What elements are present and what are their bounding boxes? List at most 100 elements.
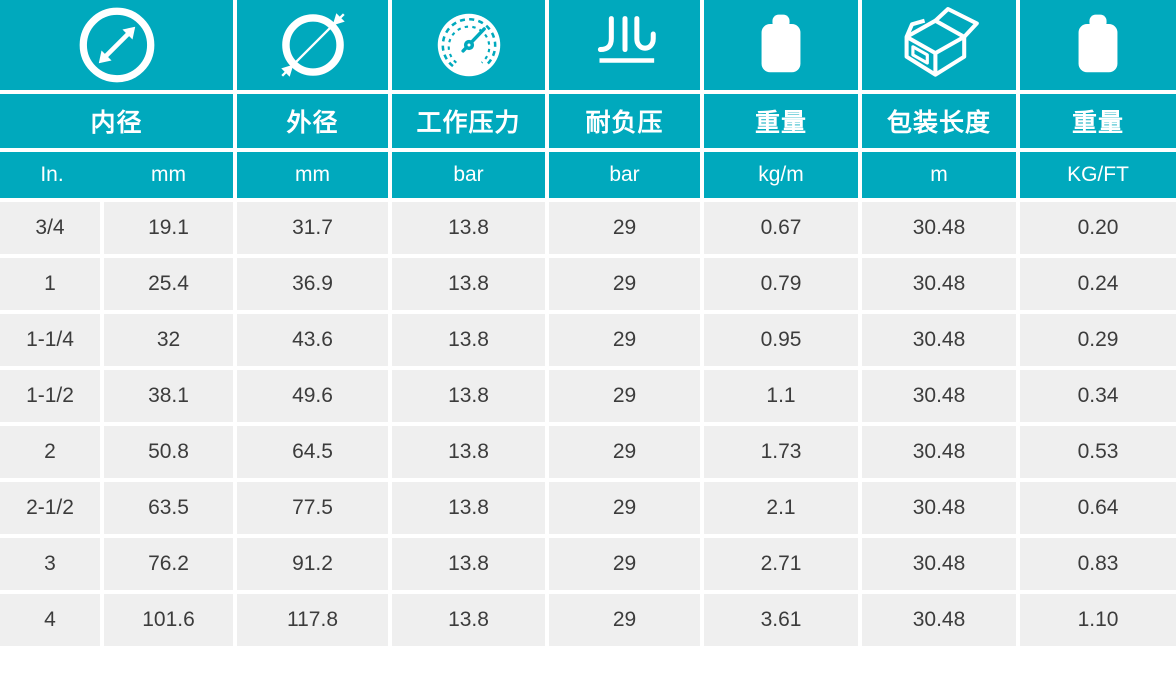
table-cell: 30.48 (862, 370, 1016, 422)
table-cell: 0.34 (1020, 370, 1176, 422)
unit-label: kg/m (758, 163, 804, 186)
table-cell: 25.4 (104, 258, 233, 310)
table-cell: 30.48 (862, 314, 1016, 366)
column-header-weight-kgft: 重量 (1020, 94, 1176, 148)
column-header-label: 外径 (286, 109, 339, 137)
column-header-vacuum-resistance: 耐负压 (549, 94, 700, 148)
table-cell: 0.95 (704, 314, 858, 366)
weight-icon (761, 14, 801, 73)
table-cell: 29 (549, 426, 700, 478)
weight-icon (1078, 14, 1118, 73)
table-cell: 13.8 (392, 202, 545, 254)
column-header-label: 重量 (754, 109, 807, 137)
table-cell: 19.1 (104, 202, 233, 254)
table-cell: 30.48 (862, 258, 1016, 310)
table-cell: 3 (0, 538, 100, 590)
table-cell: 0.20 (1020, 202, 1176, 254)
table-cell: 1.10 (1020, 594, 1176, 646)
column-header-weight: 重量 (704, 94, 858, 148)
table-cell: 0.79 (704, 258, 858, 310)
table-cell: 29 (549, 314, 700, 366)
unit-header-outer-diameter: mm (237, 152, 388, 198)
table-cell: 13.8 (392, 538, 545, 590)
table-cell: 43.6 (237, 314, 388, 366)
table-cell: 0.67 (704, 202, 858, 254)
table-cell: 29 (549, 594, 700, 646)
table-cell: 29 (549, 538, 700, 590)
unit-label: bar (453, 163, 484, 186)
table-cell: 29 (549, 202, 700, 254)
table-cell: 4 (0, 594, 100, 646)
header-icon-cell (0, 0, 233, 90)
table-cell: 117.8 (237, 594, 388, 646)
column-header-label: 包装长度 (886, 109, 991, 137)
pressure-gauge-icon (437, 13, 500, 77)
table-cell: 29 (549, 482, 700, 534)
unit-label: m (930, 163, 948, 186)
table-cell: 13.8 (392, 594, 545, 646)
unit-header-package-length: m (862, 152, 1016, 198)
table-cell: 0.29 (1020, 314, 1176, 366)
table-cell: 1-1/4 (0, 314, 100, 366)
table-cell: 91.2 (237, 538, 388, 590)
table-cell: 2.1 (704, 482, 858, 534)
table-cell: 1 (0, 258, 100, 310)
column-header-working-pressure: 工作压力 (392, 94, 545, 148)
table-cell: 13.8 (392, 426, 545, 478)
table-cell: 30.48 (862, 594, 1016, 646)
unit-header-inner-diameter: In. mm (0, 152, 233, 198)
unit-header-weight-kgft: KG/FT (1020, 152, 1176, 198)
table-cell: 101.6 (104, 594, 233, 646)
table-cell: 49.6 (237, 370, 388, 422)
column-header-label: 内径 (90, 109, 143, 137)
header-icon-cell (1020, 0, 1176, 90)
column-header-label: 重量 (1071, 109, 1124, 137)
table-cell: 30.48 (862, 538, 1016, 590)
table-cell: 13.8 (392, 482, 545, 534)
table-cell: 31.7 (237, 202, 388, 254)
table-cell: 0.24 (1020, 258, 1176, 310)
table-cell: 3.61 (704, 594, 858, 646)
table-cell: 13.8 (392, 258, 545, 310)
vacuum-icon (597, 16, 656, 63)
table-cell: 63.5 (104, 482, 233, 534)
table-cell: 2-1/2 (0, 482, 100, 534)
unit-header-vacuum-resistance: bar (549, 152, 700, 198)
outer-diameter-icon (280, 13, 345, 77)
column-header-label: 耐负压 (585, 109, 664, 137)
table-cell: 50.8 (104, 426, 233, 478)
unit-header-weight: kg/m (704, 152, 858, 198)
table-cell: 77.5 (237, 482, 388, 534)
inner-diameter-icon (79, 7, 154, 83)
unit-label-in: In. (40, 163, 64, 186)
header-icon-cell (549, 0, 700, 90)
table-cell: 1-1/2 (0, 370, 100, 422)
header-icon-cell (237, 0, 388, 90)
table-cell: 76.2 (104, 538, 233, 590)
table-cell: 30.48 (862, 426, 1016, 478)
table-cell: 0.64 (1020, 482, 1176, 534)
table-cell: 0.53 (1020, 426, 1176, 478)
table-cell: 36.9 (237, 258, 388, 310)
table-cell: 1.1 (704, 370, 858, 422)
table-cell: 38.1 (104, 370, 233, 422)
column-header-label: 工作压力 (416, 109, 521, 137)
column-header-outer-diameter: 外径 (237, 94, 388, 148)
table-cell: 29 (549, 258, 700, 310)
table-cell: 1.73 (704, 426, 858, 478)
unit-header-working-pressure: bar (392, 152, 545, 198)
unit-label: KG/FT (1067, 163, 1129, 186)
column-header-inner-diameter: 内径 (0, 94, 233, 148)
header-icon-cell (862, 0, 1016, 90)
unit-label: bar (609, 163, 640, 186)
table-cell: 30.48 (862, 202, 1016, 254)
table-cell: 0.83 (1020, 538, 1176, 590)
table-cell: 13.8 (392, 370, 545, 422)
unit-label-mm: mm (151, 163, 186, 186)
header-icon-cell (704, 0, 858, 90)
table-cell: 32 (104, 314, 233, 366)
column-header-package-length: 包装长度 (862, 94, 1016, 148)
package-box-icon (904, 6, 979, 77)
spec-table: 内径 外径 工作压力 耐负压 重量 包装长度 重量 In. mm mm bar … (0, 0, 1176, 646)
